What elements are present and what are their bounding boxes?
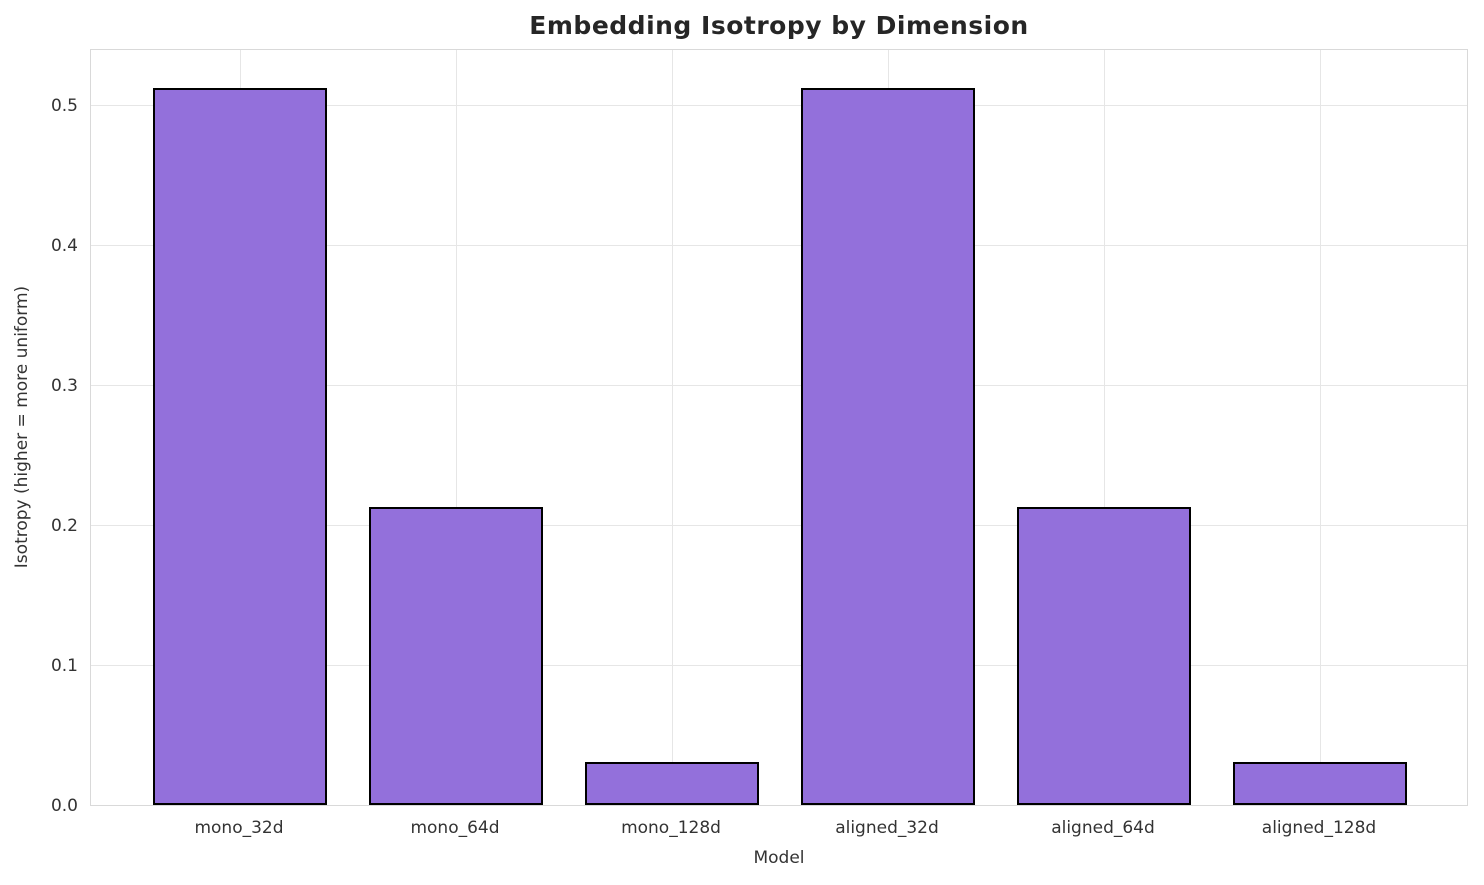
bar-mono_64d — [369, 507, 543, 805]
gridline-vertical — [456, 50, 457, 805]
x-tick-label-aligned_64d: aligned_64d — [1051, 818, 1155, 838]
x-tick-label-aligned_32d: aligned_32d — [835, 818, 939, 838]
y-tick-label: 0.4 — [50, 236, 78, 256]
y-tick-label: 0.5 — [50, 96, 78, 116]
bar-mono_32d — [153, 88, 327, 805]
gridline-horizontal — [91, 105, 1467, 106]
x-axis-label: Model — [753, 848, 805, 868]
gridline-horizontal — [91, 245, 1467, 246]
gridline-vertical — [672, 50, 673, 805]
chart-title: Embedding Isotropy by Dimension — [529, 11, 1029, 40]
gridline-horizontal — [91, 805, 1467, 806]
bar-aligned_32d — [801, 88, 975, 805]
x-tick-label-aligned_128d: aligned_128d — [1261, 818, 1377, 838]
x-tick-label-mono_128d: mono_128d — [621, 818, 721, 838]
gridline-vertical — [1320, 50, 1321, 805]
x-tick-label-mono_32d: mono_32d — [194, 818, 284, 838]
gridline-vertical — [1104, 50, 1105, 805]
bar-aligned_128d — [1233, 762, 1407, 805]
y-tick-label: 0.1 — [50, 656, 78, 676]
plot-area — [90, 49, 1468, 806]
gridline-horizontal — [91, 385, 1467, 386]
gridline-horizontal — [91, 525, 1467, 526]
y-tick-label: 0.3 — [50, 376, 78, 396]
y-tick-label: 0.0 — [50, 796, 78, 816]
gridline-horizontal — [91, 665, 1467, 666]
bar-mono_128d — [585, 762, 759, 805]
y-tick-label: 0.2 — [50, 516, 78, 536]
bar-aligned_64d — [1017, 507, 1191, 805]
x-tick-label-mono_64d: mono_64d — [410, 818, 500, 838]
